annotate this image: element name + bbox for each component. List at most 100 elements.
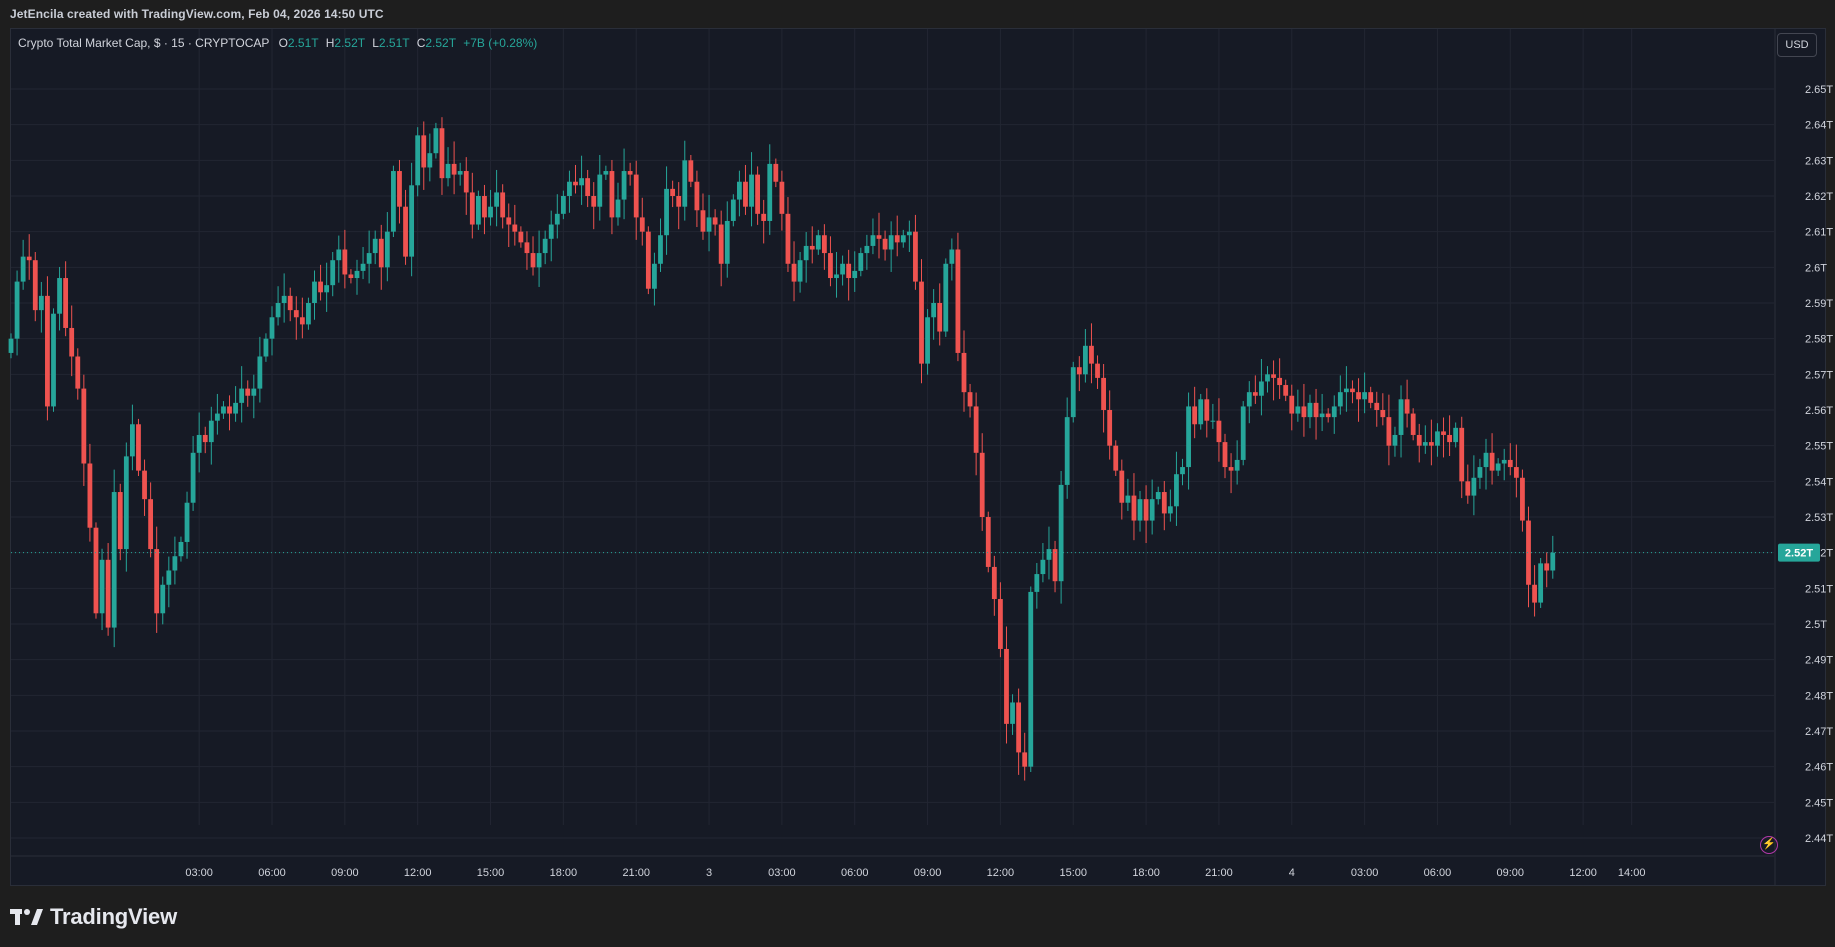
candle	[1252, 375, 1258, 404]
candle	[518, 226, 524, 248]
candle	[281, 273, 287, 323]
candle	[627, 162, 633, 186]
candle	[809, 226, 815, 264]
low-value: 2.51T	[378, 36, 410, 50]
candle	[560, 190, 566, 220]
candle	[257, 336, 263, 403]
candle	[26, 234, 32, 280]
candle	[943, 258, 949, 337]
time-tick-label: 4	[1289, 867, 1295, 879]
candle	[1544, 552, 1550, 588]
candle	[123, 442, 129, 572]
time-tick-label: 09:00	[914, 867, 942, 879]
time-tick-label: 06:00	[1424, 867, 1452, 879]
attribution-text: JetEncila created with TradingView.com, …	[10, 7, 384, 21]
currency-button[interactable]: USD	[1777, 33, 1817, 57]
candle	[1228, 453, 1234, 494]
candle	[682, 140, 688, 221]
candle	[1362, 372, 1368, 414]
candle	[1277, 358, 1283, 399]
price-tick-label: 2.53T	[1805, 512, 1833, 524]
candle	[1550, 535, 1556, 579]
price-tick-label: 2.63T	[1805, 155, 1833, 167]
candle	[160, 576, 166, 625]
candle	[475, 190, 481, 230]
candle	[1435, 423, 1440, 457]
candle	[1289, 384, 1295, 431]
price-tick-label: 2.59T	[1805, 298, 1833, 310]
candle	[1064, 397, 1070, 499]
candle	[354, 259, 360, 295]
candle	[1325, 408, 1331, 423]
candle	[348, 269, 354, 284]
time-tick-label: 15:00	[477, 867, 505, 879]
candle	[603, 165, 609, 180]
candle	[961, 330, 967, 412]
candle	[1538, 558, 1544, 608]
time-tick-label: 21:00	[1205, 867, 1233, 879]
candle	[1113, 440, 1119, 476]
candle	[1465, 464, 1471, 504]
candle	[1058, 470, 1064, 604]
lightning-icon[interactable]: ⚡	[1760, 836, 1778, 854]
candle	[1131, 473, 1137, 541]
candle	[14, 270, 20, 356]
price-axis: 2.44T 2.45T 2.46T 2.47T 2.48T 2.49T 2.5T 2.51T 2…	[1805, 84, 1833, 845]
candle	[1356, 378, 1361, 422]
candle	[1441, 417, 1446, 458]
candle	[979, 433, 985, 531]
candle	[1070, 361, 1076, 423]
candle	[876, 212, 882, 259]
candle	[925, 309, 930, 375]
candle	[615, 182, 621, 226]
candle	[1234, 440, 1240, 485]
candle	[548, 210, 554, 262]
candle	[117, 483, 123, 561]
candle	[579, 155, 584, 205]
candle	[645, 226, 651, 295]
candle	[214, 393, 220, 435]
candle	[154, 526, 160, 633]
open-value: 2.51T	[287, 36, 319, 50]
candle	[773, 158, 779, 188]
candle	[500, 184, 506, 229]
candle	[1319, 393, 1325, 432]
candle	[1125, 478, 1131, 511]
candle	[342, 229, 348, 289]
time-tick-label: 12:00	[1569, 867, 1597, 879]
candle	[815, 229, 821, 255]
price-tick-label: 2.5T	[1805, 619, 1827, 631]
price-tick-label: 2.45T	[1805, 797, 1833, 809]
candle	[245, 380, 251, 407]
time-tick-label: 12:00	[404, 867, 432, 879]
tradingview-logo-icon	[10, 909, 43, 925]
candle	[1192, 386, 1198, 439]
close-label: C	[416, 36, 426, 50]
candle	[1392, 426, 1398, 457]
candle	[1101, 363, 1106, 433]
candle	[178, 536, 184, 562]
candle	[69, 305, 75, 377]
candle	[221, 401, 226, 419]
candle	[1198, 393, 1204, 430]
candle	[293, 296, 299, 340]
symbol-name[interactable]: Crypto Total Market Cap, $ · 15 · CRYPTO…	[18, 36, 270, 50]
candle	[1374, 391, 1380, 427]
candle	[955, 232, 961, 362]
open-label: O	[278, 36, 288, 50]
candle	[542, 230, 548, 265]
chart-panel[interactable]	[10, 28, 1826, 886]
candle	[1034, 563, 1040, 609]
candle	[1180, 458, 1185, 486]
candle	[45, 276, 50, 421]
candle	[670, 180, 676, 208]
candle	[985, 511, 991, 573]
candle	[919, 259, 924, 384]
time-tick-label: 18:00	[550, 867, 578, 879]
candle	[397, 159, 402, 224]
candle	[1301, 383, 1307, 437]
candle	[1046, 526, 1052, 580]
candle	[882, 230, 888, 261]
candle	[1216, 398, 1222, 462]
